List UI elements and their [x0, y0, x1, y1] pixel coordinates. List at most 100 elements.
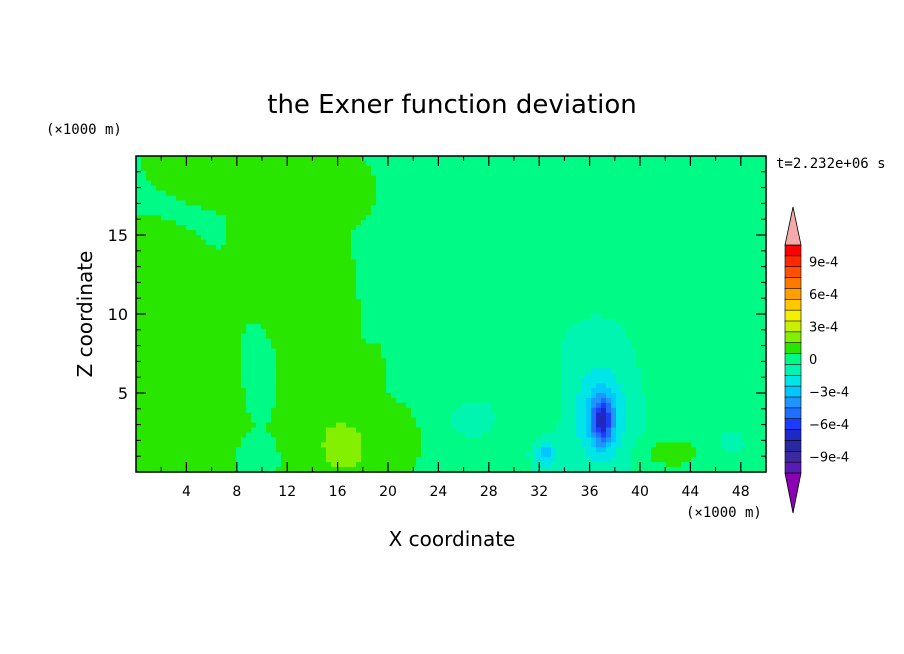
- contour-cell: [201, 323, 207, 330]
- contour-cell: [531, 323, 537, 330]
- contour-cell: [411, 254, 417, 261]
- contour-cell: [186, 185, 192, 192]
- contour-cell: [261, 279, 267, 285]
- contour-cell: [356, 304, 362, 310]
- contour-cell: [306, 225, 312, 231]
- contour-cell: [326, 185, 332, 192]
- contour-cell: [651, 338, 657, 345]
- contour-cell: [231, 323, 237, 330]
- contour-cell: [526, 195, 532, 202]
- contour-cell: [421, 175, 427, 182]
- contour-cell: [651, 160, 657, 167]
- contour-cell: [686, 284, 692, 290]
- contour-cell: [291, 328, 297, 335]
- contour-cell: [581, 309, 587, 315]
- contour-cell: [426, 220, 432, 226]
- contour-cell: [461, 259, 467, 266]
- contour-cell: [751, 249, 757, 256]
- contour-cell: [716, 309, 722, 315]
- contour-cell: [366, 323, 372, 330]
- contour-cell: [356, 328, 362, 335]
- contour-cell: [216, 299, 222, 305]
- contour-cell: [581, 180, 587, 187]
- contour-cell: [716, 254, 722, 261]
- contour-cell: [226, 230, 232, 236]
- contour-cell: [636, 225, 642, 231]
- contour-cell: [431, 269, 437, 276]
- contour-cell: [501, 185, 507, 192]
- contour-cell: [276, 284, 282, 290]
- contour-cell: [301, 338, 307, 345]
- contour-cell: [371, 220, 377, 226]
- contour-cell: [566, 160, 572, 167]
- contour-cell: [466, 225, 472, 231]
- contour-cell: [181, 190, 187, 197]
- contour-cell: [436, 220, 442, 226]
- contour-cell: [241, 348, 247, 355]
- contour-cell: [436, 175, 442, 182]
- contour-cell: [741, 328, 747, 335]
- contour-cell: [401, 333, 407, 340]
- contour-cell: [561, 200, 567, 206]
- contour-cell: [206, 338, 212, 345]
- contour-cell: [501, 225, 507, 231]
- contour-cell: [606, 195, 612, 202]
- contour-cell: [756, 279, 762, 285]
- contour-cell: [551, 156, 557, 162]
- contour-cell: [421, 333, 427, 340]
- contour-cell: [616, 299, 622, 305]
- contour-cell: [521, 259, 527, 266]
- contour-cell: [681, 323, 687, 330]
- contour-cell: [501, 170, 507, 177]
- contour-cell: [156, 235, 162, 241]
- contour-cell: [266, 180, 272, 187]
- contour-cell: [496, 274, 502, 281]
- contour-cell: [591, 235, 597, 241]
- contour-cell: [691, 220, 697, 226]
- contour-cell: [496, 190, 502, 197]
- contour-cell: [241, 254, 247, 261]
- contour-cell: [741, 200, 747, 206]
- contour-cell: [181, 210, 187, 216]
- contour-cell: [626, 309, 632, 315]
- contour-cell: [416, 160, 422, 167]
- contour-cell: [611, 190, 617, 197]
- contour-cell: [176, 314, 182, 320]
- contour-cell: [491, 230, 497, 236]
- contour-cell: [546, 200, 552, 206]
- contour-cell: [321, 185, 327, 192]
- contour-cell: [451, 284, 457, 290]
- contour-cell: [631, 200, 637, 206]
- contour-cell: [416, 249, 422, 256]
- contour-cell: [241, 165, 247, 172]
- contour-cell: [711, 333, 717, 340]
- contour-cell: [641, 309, 647, 315]
- contour-cell: [261, 220, 267, 226]
- contour-cell: [541, 338, 547, 345]
- contour-cell: [741, 323, 747, 330]
- contour-cell: [691, 170, 697, 177]
- contour-cell: [366, 165, 372, 172]
- contour-cell: [706, 284, 712, 290]
- contour-cell: [521, 165, 527, 172]
- contour-cell: [296, 160, 302, 167]
- contour-cell: [611, 254, 617, 261]
- contour-cell: [491, 160, 497, 167]
- contour-cell: [456, 244, 462, 251]
- contour-cell: [526, 165, 532, 172]
- contour-cell: [631, 239, 637, 246]
- contour-cell: [446, 323, 452, 330]
- contour-cell: [536, 343, 542, 350]
- contour-cell: [696, 205, 702, 211]
- contour-cell: [396, 225, 402, 231]
- contour-cell: [331, 294, 337, 300]
- contour-cell: [541, 328, 547, 335]
- contour-cell: [226, 328, 232, 335]
- contour-cell: [506, 304, 512, 310]
- contour-cell: [531, 249, 537, 256]
- contour-cell: [651, 220, 657, 226]
- contour-cell: [306, 156, 312, 162]
- contour-cell: [361, 239, 367, 246]
- contour-cell: [756, 215, 762, 221]
- contour-cell: [591, 249, 597, 256]
